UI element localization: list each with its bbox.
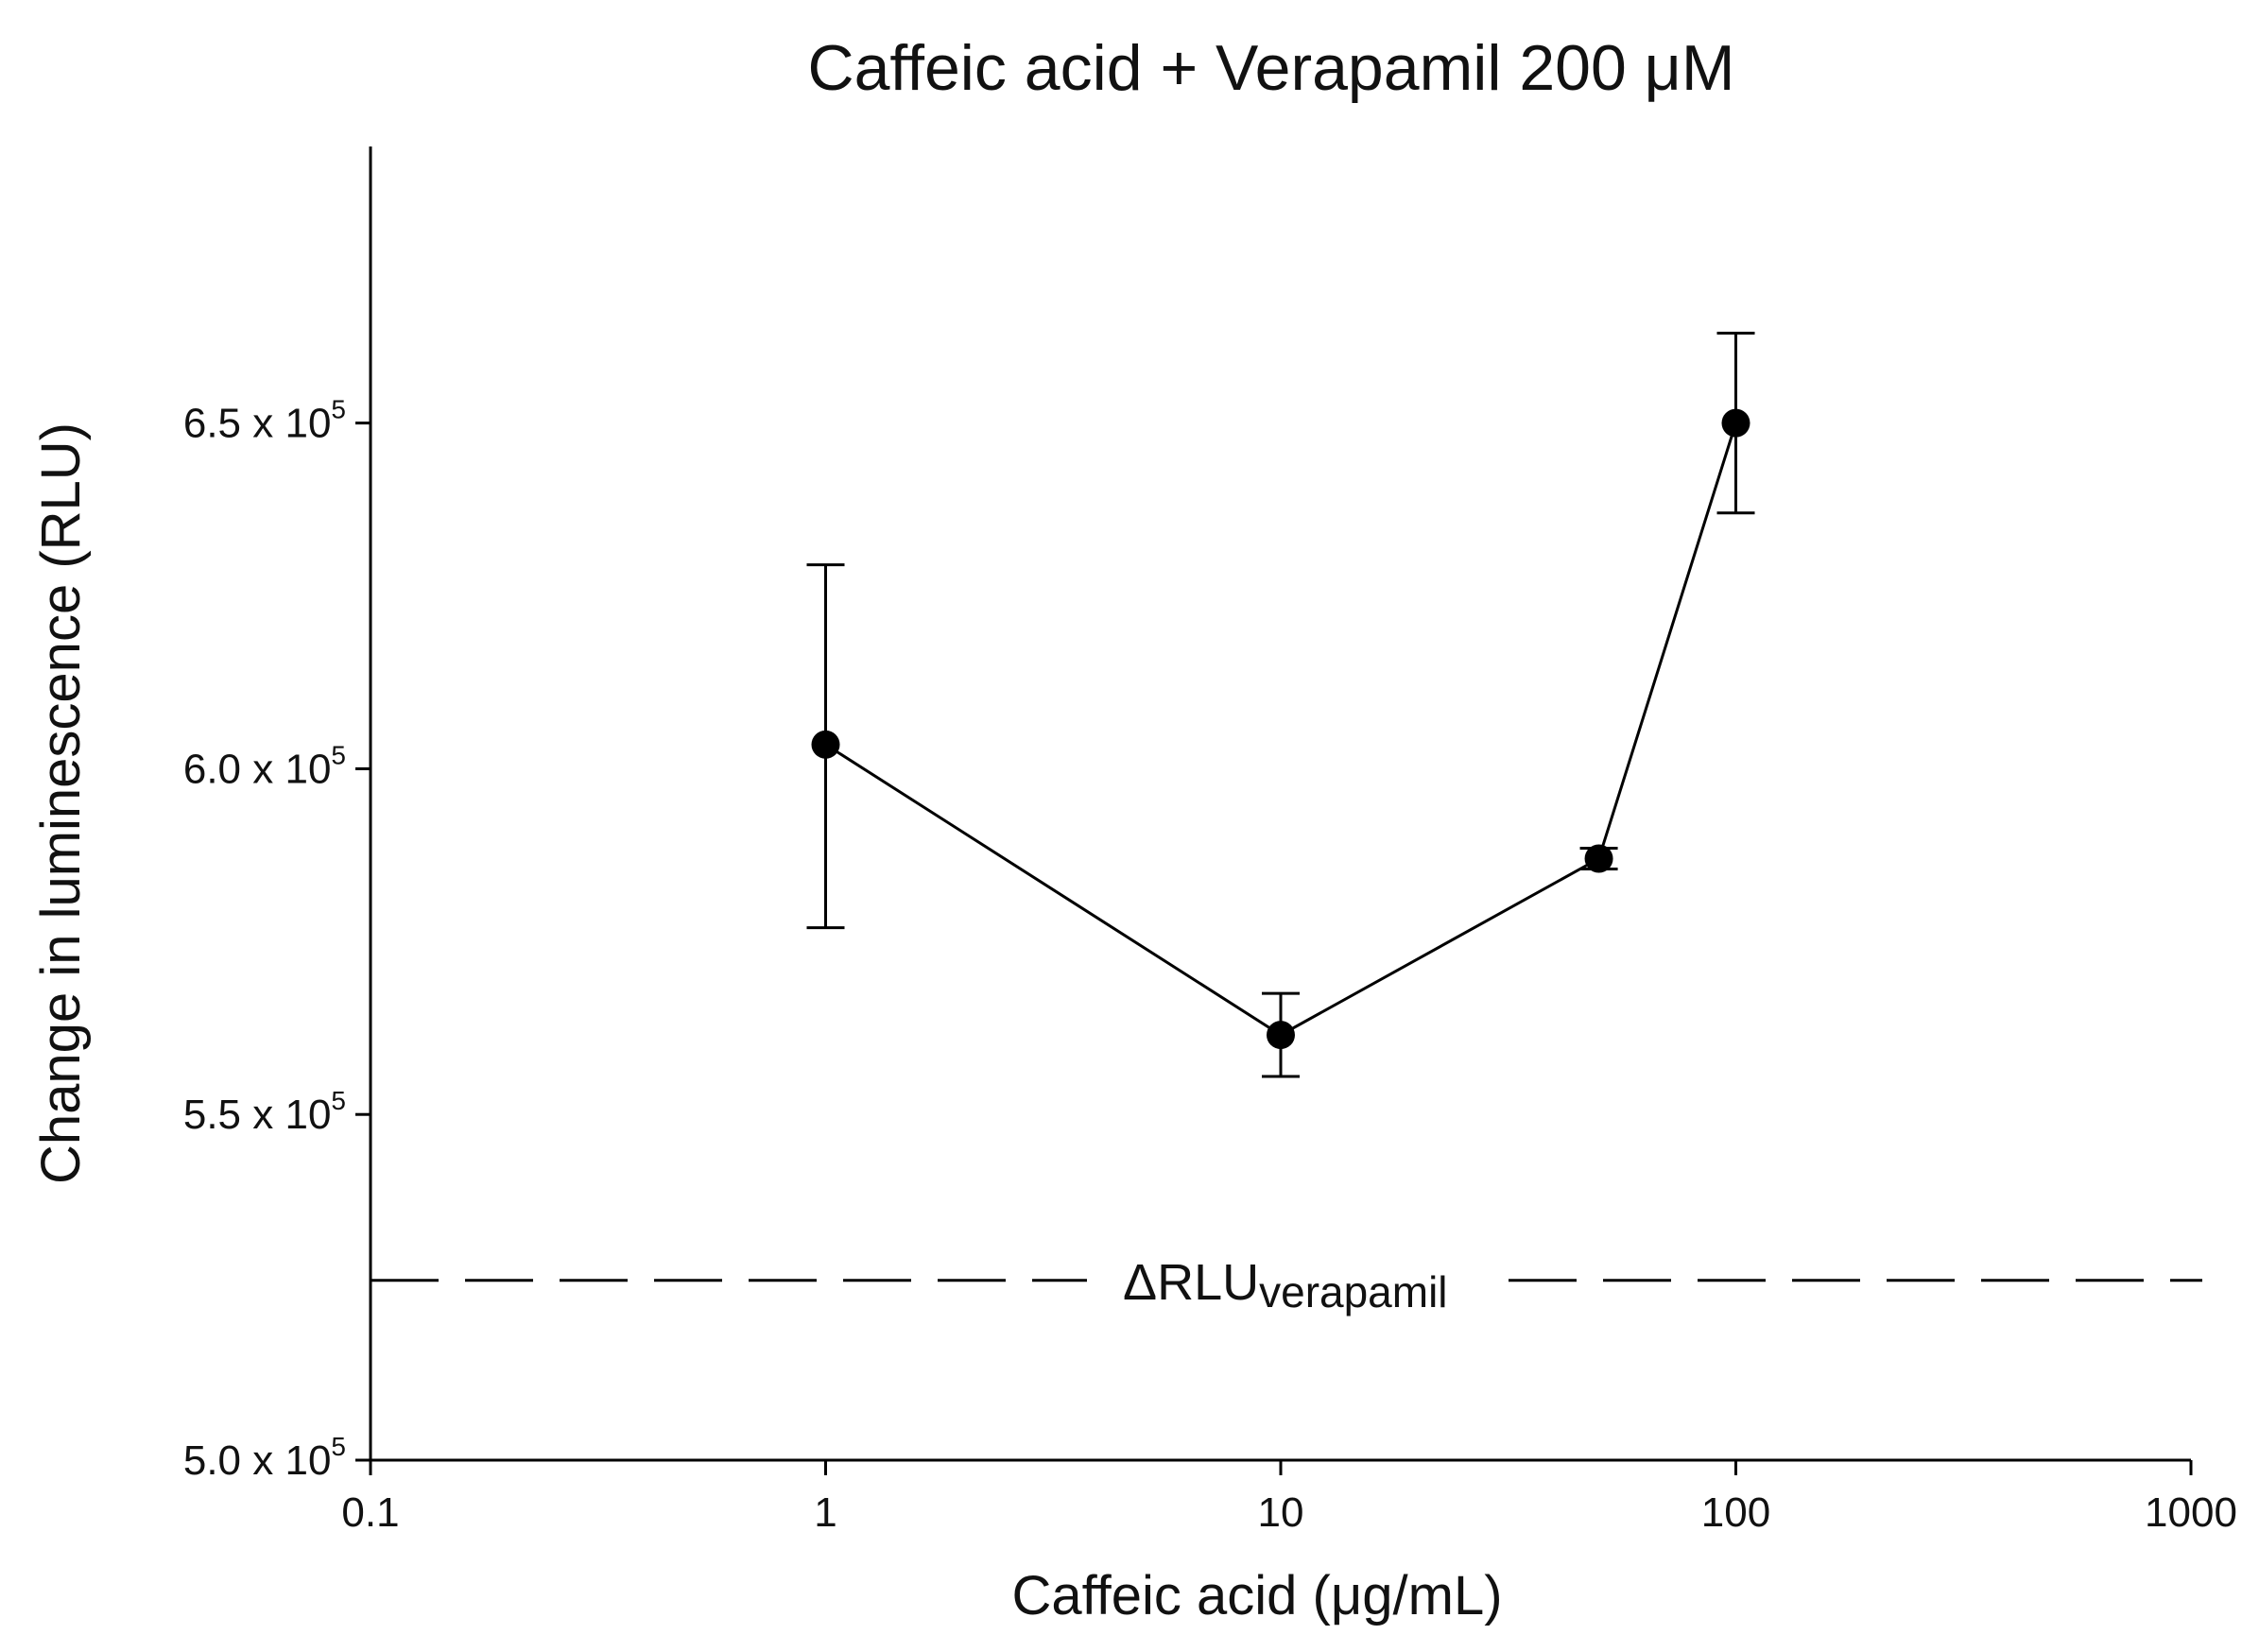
x-tick-label: 1000 [2145, 1489, 2237, 1536]
chart-title: Caffeic acid + Verapamil 200 μM [808, 32, 1735, 104]
y-tick-exponent: 5 [331, 395, 346, 424]
y-tick-label: 5.5 x 105 [183, 1086, 346, 1138]
x-tick-label: 0.1 [341, 1489, 399, 1536]
reference-label-main: ΔRLU [1123, 1254, 1259, 1311]
y-tick-label: 5.0 x 105 [183, 1432, 346, 1484]
y-tick-exponent: 5 [331, 740, 346, 769]
x-tick-label: 100 [1701, 1489, 1770, 1536]
data-point [811, 730, 840, 759]
x-axis-ticks: 0.1 1 10 100 1000 [341, 1460, 2237, 1536]
data-point [1721, 408, 1750, 438]
y-tick-mantissa: 5.5 x 10 [183, 1092, 332, 1138]
series-line [824, 422, 1737, 1037]
y-tick-label: 6.5 x 105 [183, 395, 346, 447]
y-tick-exponent: 5 [331, 1086, 346, 1115]
y-axis-title: Change in luminescence (RLU) [30, 422, 92, 1184]
reference-line-group: ΔRLUverapamil [371, 1254, 2202, 1316]
y-tick-mantissa: 6.0 x 10 [183, 746, 332, 792]
reference-label-subscript: verapamil [1259, 1267, 1447, 1316]
y-tick-mantissa: 5.0 x 10 [183, 1437, 332, 1484]
reference-line-label: ΔRLUverapamil [1123, 1254, 1448, 1316]
x-tick-label: 1 [814, 1489, 836, 1536]
data-point [1584, 844, 1613, 873]
data-point [1267, 1021, 1295, 1050]
x-tick-label: 10 [1258, 1489, 1304, 1536]
y-tick-label: 6.0 x 105 [183, 740, 346, 792]
y-tick-mantissa: 6.5 x 10 [183, 401, 332, 447]
y-tick-exponent: 5 [331, 1432, 346, 1461]
series-group [806, 332, 1755, 1078]
x-axis-title: Caffeic acid (μg/mL) [1011, 1565, 1502, 1626]
